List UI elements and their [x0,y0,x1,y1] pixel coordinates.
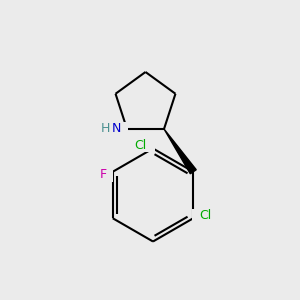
Polygon shape [164,129,196,174]
FancyBboxPatch shape [192,208,225,222]
Text: Cl: Cl [135,139,147,152]
FancyBboxPatch shape [89,168,113,182]
FancyBboxPatch shape [122,139,154,152]
Text: N: N [112,122,122,136]
Text: H: H [101,122,110,136]
Text: Cl: Cl [199,209,212,222]
Text: F: F [100,168,107,181]
FancyBboxPatch shape [98,122,128,136]
